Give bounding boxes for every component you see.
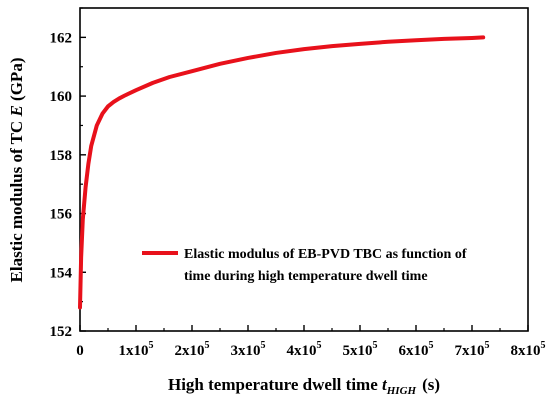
- x-tick-label-base: 3x10: [231, 343, 261, 359]
- x-tick-label-base: 5x10: [343, 343, 373, 359]
- y-tick-label: 156: [50, 207, 73, 223]
- x-tick-label-exponent: 5: [485, 340, 490, 351]
- x-tick-label-base: 6x10: [399, 343, 429, 359]
- y-axis-unit: (GPa): [7, 58, 26, 101]
- series-layer: [78, 35, 486, 310]
- x-tick-label: 3x105: [231, 340, 266, 359]
- x-tick-label: 6x105: [399, 340, 434, 359]
- x-tick-label: 5x105: [343, 340, 378, 359]
- y-tick-label: 154: [50, 265, 73, 281]
- x-tick-label-exponent: 5: [429, 340, 434, 351]
- x-tick-label-exponent: 5: [373, 340, 378, 351]
- legend-label-line-2: time during high temperature dwell time: [184, 269, 428, 284]
- x-tick-label-exponent: 5: [205, 340, 210, 351]
- x-tick-label: 7x105: [455, 340, 490, 359]
- x-tick-label-base: 4x10: [287, 343, 317, 359]
- x-tick-label-exponent: 5: [317, 340, 322, 351]
- x-tick-label: 1x105: [119, 340, 154, 359]
- legend-label-line-1: Elastic modulus of EB-PVD TBC as functio…: [184, 247, 467, 262]
- series-line: [78, 35, 486, 310]
- x-axis-variable-subscript: HIGH: [386, 385, 417, 397]
- x-axis-variable: t: [382, 375, 388, 394]
- x-tick-label: 2x105: [175, 340, 210, 359]
- y-axis-title-text: Elastic modulus of TC: [7, 121, 26, 283]
- x-tick-label: 0: [76, 343, 84, 359]
- y-tick-label: 152: [50, 324, 73, 340]
- y-axis-ticks: 152 154 156 158 160 162: [50, 7, 86, 340]
- x-tick-label-base: 0: [76, 343, 84, 359]
- y-axis-variable: E: [7, 105, 26, 117]
- y-tick-label: 162: [50, 30, 73, 46]
- y-tick-label: 158: [50, 148, 73, 164]
- x-tick-label-exponent: 5: [541, 340, 546, 351]
- x-tick-label-base: 7x10: [455, 343, 485, 359]
- x-axis-ticks: 0 1x105 2x105 3x105 4x105 5x105 6x105 7x105 8x10…: [76, 325, 546, 359]
- x-tick-label-base: 8x10: [511, 343, 541, 359]
- y-axis-title: Elastic modulus of TC E (GPa): [7, 58, 26, 283]
- x-tick-label: 4x105: [287, 340, 322, 359]
- x-tick-label-base: 1x10: [119, 343, 149, 359]
- x-axis-title-text: High temperature dwell time: [168, 375, 378, 394]
- legend: Elastic modulus of EB-PVD TBC as functio…: [142, 247, 467, 284]
- x-axis-unit: (s): [422, 375, 440, 394]
- x-tick-label-exponent: 5: [261, 340, 266, 351]
- x-axis-title: High temperature dwell time tHIGH (s): [168, 375, 440, 397]
- x-tick-label: 8x105: [511, 340, 546, 359]
- y-tick-label: 160: [50, 89, 73, 105]
- x-tick-label-base: 2x10: [175, 343, 205, 359]
- x-tick-label-exponent: 5: [149, 340, 154, 351]
